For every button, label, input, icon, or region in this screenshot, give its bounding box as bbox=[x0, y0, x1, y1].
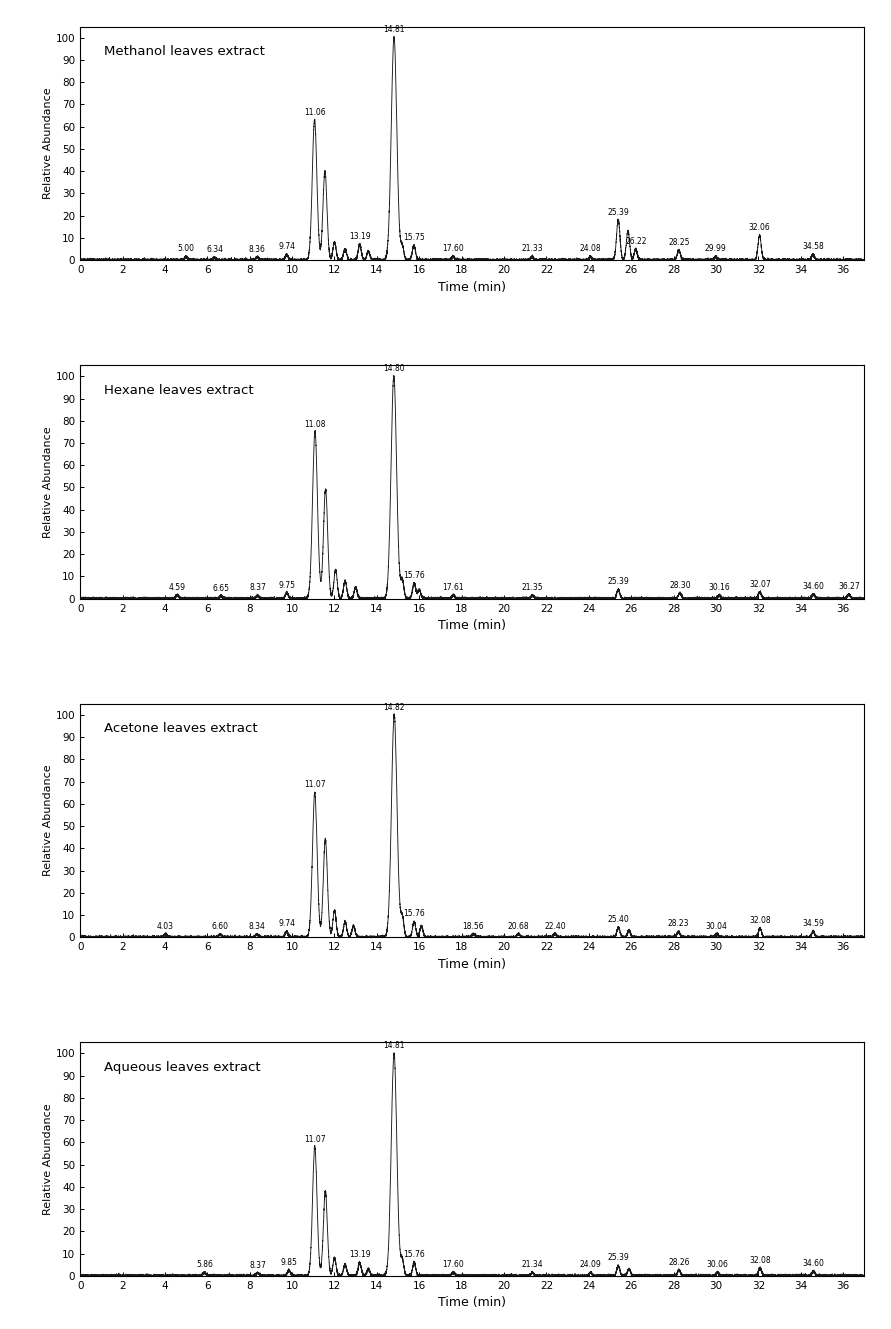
Text: 17.60: 17.60 bbox=[442, 245, 464, 254]
Text: 18.56: 18.56 bbox=[462, 921, 485, 930]
Text: 34.60: 34.60 bbox=[803, 1259, 824, 1268]
Text: Hexane leaves extract: Hexane leaves extract bbox=[103, 384, 253, 397]
X-axis label: Time (min): Time (min) bbox=[438, 280, 506, 294]
Text: 15.76: 15.76 bbox=[404, 1251, 425, 1259]
Text: 14.81: 14.81 bbox=[383, 1041, 405, 1050]
X-axis label: Time (min): Time (min) bbox=[438, 619, 506, 633]
Text: 32.06: 32.06 bbox=[748, 223, 771, 233]
Text: 26.22: 26.22 bbox=[625, 237, 647, 246]
Text: 17.61: 17.61 bbox=[443, 583, 464, 591]
Text: 22.40: 22.40 bbox=[544, 921, 566, 930]
Text: 21.35: 21.35 bbox=[522, 583, 544, 591]
Text: 9.74: 9.74 bbox=[278, 920, 295, 929]
Text: 25.40: 25.40 bbox=[608, 914, 629, 924]
Text: 21.33: 21.33 bbox=[521, 245, 543, 254]
Text: 34.60: 34.60 bbox=[803, 582, 824, 591]
Text: 8.34: 8.34 bbox=[249, 922, 266, 932]
Text: 11.08: 11.08 bbox=[304, 420, 326, 428]
Text: 9.75: 9.75 bbox=[278, 581, 295, 590]
Text: 6.65: 6.65 bbox=[213, 583, 230, 593]
Text: 32.08: 32.08 bbox=[749, 916, 771, 925]
Text: 6.34: 6.34 bbox=[206, 245, 223, 254]
Text: 4.59: 4.59 bbox=[169, 583, 186, 591]
Y-axis label: Relative Abundance: Relative Abundance bbox=[43, 88, 53, 199]
X-axis label: Time (min): Time (min) bbox=[438, 958, 506, 970]
Text: 13.19: 13.19 bbox=[349, 1251, 371, 1259]
Text: 6.60: 6.60 bbox=[211, 922, 229, 932]
Text: 25.39: 25.39 bbox=[608, 577, 629, 586]
Y-axis label: Relative Abundance: Relative Abundance bbox=[43, 764, 53, 876]
Text: 30.16: 30.16 bbox=[708, 583, 731, 591]
Text: 14.82: 14.82 bbox=[383, 703, 405, 711]
Text: 14.81: 14.81 bbox=[383, 25, 405, 35]
Text: 9.74: 9.74 bbox=[278, 242, 295, 251]
Text: 30.06: 30.06 bbox=[707, 1260, 728, 1269]
Text: 4.03: 4.03 bbox=[157, 921, 174, 930]
Text: 25.39: 25.39 bbox=[608, 207, 629, 217]
X-axis label: Time (min): Time (min) bbox=[438, 1296, 506, 1309]
Text: 8.36: 8.36 bbox=[249, 245, 266, 254]
Text: 36.27: 36.27 bbox=[838, 582, 860, 591]
Text: Methanol leaves extract: Methanol leaves extract bbox=[103, 45, 265, 58]
Text: 11.07: 11.07 bbox=[304, 780, 325, 789]
Text: 5.00: 5.00 bbox=[177, 245, 194, 254]
Text: 13.19: 13.19 bbox=[349, 233, 371, 241]
Text: 28.25: 28.25 bbox=[668, 238, 690, 247]
Y-axis label: Relative Abundance: Relative Abundance bbox=[43, 1103, 53, 1215]
Text: 24.09: 24.09 bbox=[580, 1260, 601, 1269]
Text: 8.37: 8.37 bbox=[249, 583, 266, 593]
Text: 17.60: 17.60 bbox=[442, 1260, 464, 1269]
Text: 15.76: 15.76 bbox=[404, 570, 425, 579]
Text: 25.39: 25.39 bbox=[608, 1253, 629, 1263]
Text: 15.75: 15.75 bbox=[403, 234, 425, 242]
Text: 34.58: 34.58 bbox=[802, 242, 824, 251]
Text: 28.23: 28.23 bbox=[667, 920, 689, 929]
Text: 11.06: 11.06 bbox=[304, 108, 325, 117]
Text: 20.68: 20.68 bbox=[508, 921, 529, 930]
Text: 9.85: 9.85 bbox=[281, 1259, 298, 1267]
Text: 11.07: 11.07 bbox=[304, 1135, 325, 1143]
Text: 29.99: 29.99 bbox=[705, 245, 726, 254]
Text: 8.37: 8.37 bbox=[249, 1261, 266, 1269]
Text: 24.08: 24.08 bbox=[580, 245, 601, 254]
Text: 28.30: 28.30 bbox=[669, 581, 691, 590]
Text: 5.86: 5.86 bbox=[196, 1260, 213, 1269]
Text: 15.76: 15.76 bbox=[404, 909, 425, 918]
Text: 34.59: 34.59 bbox=[802, 920, 824, 929]
Text: 30.04: 30.04 bbox=[706, 921, 728, 930]
Text: Aqueous leaves extract: Aqueous leaves extract bbox=[103, 1061, 260, 1074]
Text: 14.80: 14.80 bbox=[383, 364, 405, 373]
Text: Acetone leaves extract: Acetone leaves extract bbox=[103, 723, 257, 735]
Text: 32.08: 32.08 bbox=[749, 1256, 771, 1265]
Text: 21.34: 21.34 bbox=[521, 1260, 544, 1269]
Y-axis label: Relative Abundance: Relative Abundance bbox=[43, 427, 53, 538]
Text: 28.26: 28.26 bbox=[668, 1259, 690, 1267]
Text: 32.07: 32.07 bbox=[749, 579, 771, 589]
